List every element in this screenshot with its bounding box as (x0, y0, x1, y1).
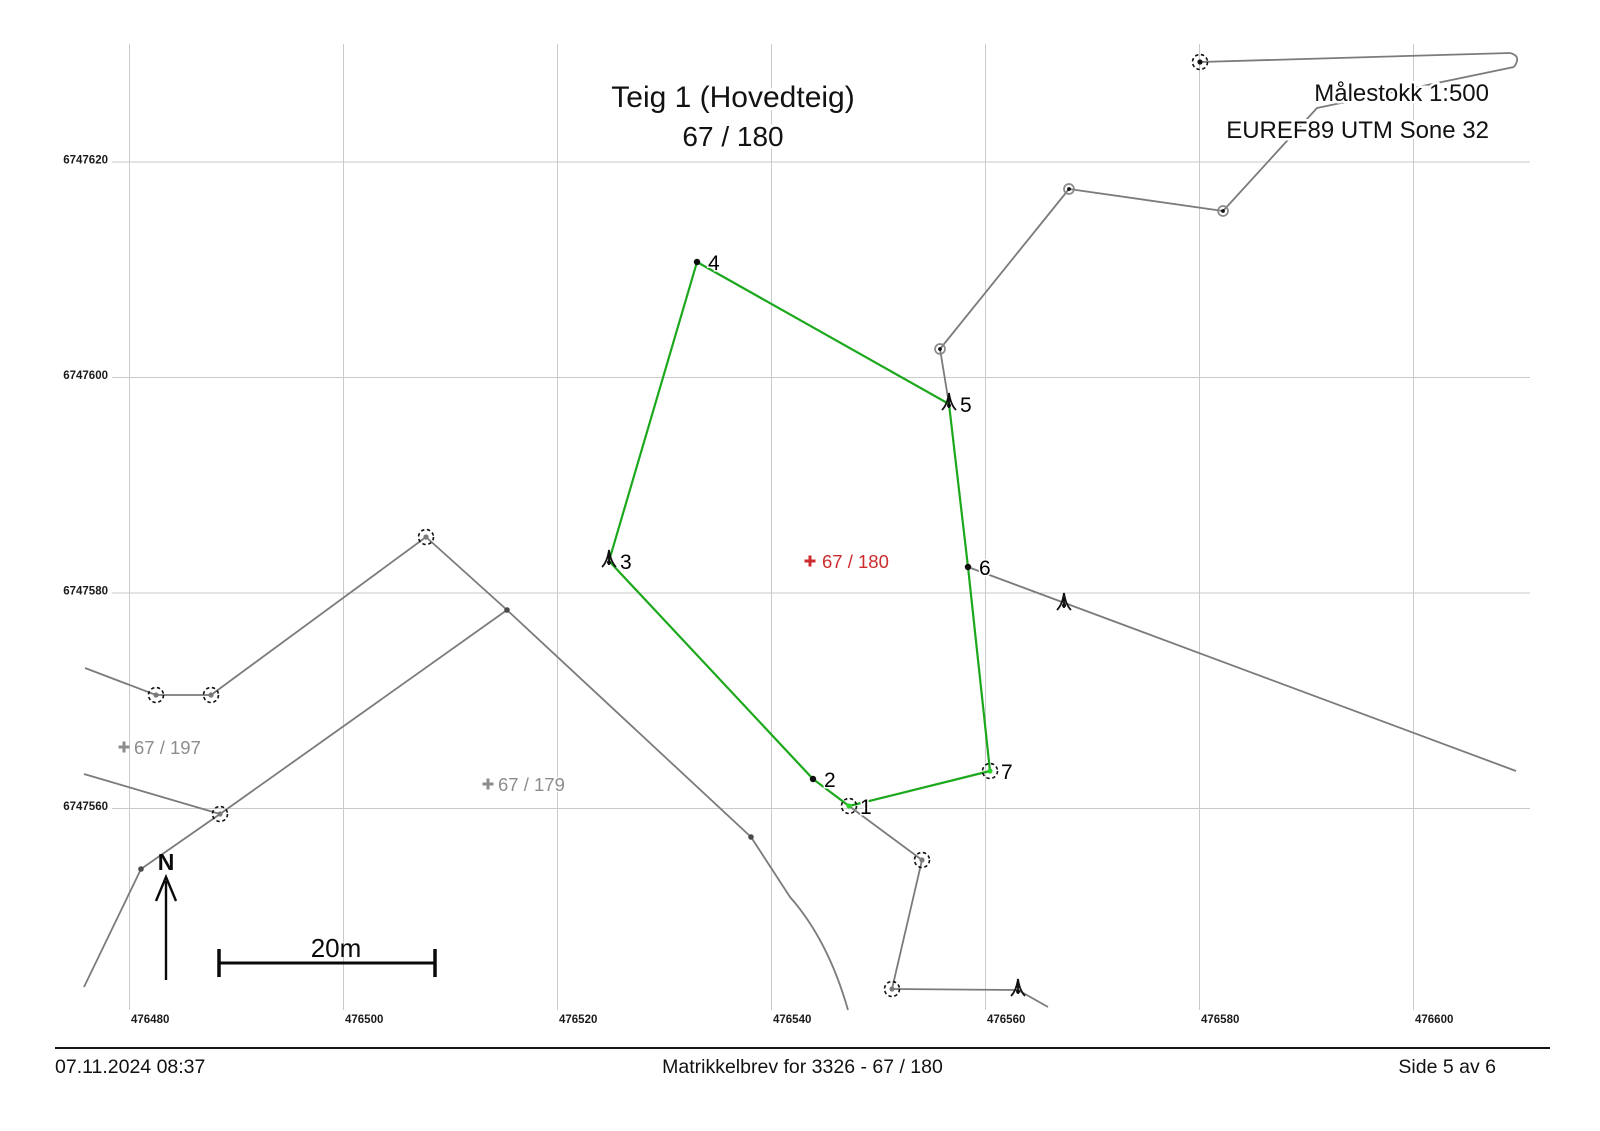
gray-ring-center-dot (1067, 187, 1071, 191)
dashed-ring-center-dot (919, 857, 925, 863)
survey-tower-symbol (941, 392, 957, 411)
footer-page-number: Side 5 av 6 (1398, 1056, 1496, 1078)
scale-bar: 20m (217, 933, 437, 977)
dashed-ring-point (147, 686, 165, 704)
boundary-dot (138, 866, 144, 872)
dashed-ring-center-dot (153, 692, 159, 698)
x-axis-label: 476560 (987, 1014, 1025, 1026)
dashed-ring-point (211, 805, 229, 823)
x-axis-label: 476600 (1415, 1014, 1453, 1026)
vertex-number-label: 1 (860, 796, 872, 819)
gray-ring-point (934, 343, 946, 355)
tower-base-dot (607, 560, 611, 565)
dashed-ring-center-dot (1197, 59, 1203, 65)
dashed-ring-point (883, 980, 901, 998)
dashed-ring-center-dot (889, 986, 895, 992)
north-arrow: N (154, 849, 178, 980)
dashed-ring-point (202, 686, 220, 704)
gray-ring-point (1217, 205, 1229, 217)
boundary-line (967, 566, 1517, 772)
parcel-id-label: 67 / 180 (822, 551, 889, 572)
neighbor-boundaries (83, 52, 1519, 1011)
map-scale-text: Målestokk 1:500 (1314, 80, 1489, 107)
y-axis-label: 6747580 (63, 586, 108, 598)
boundary-line (83, 609, 508, 815)
x-axis-label: 476480 (131, 1014, 169, 1026)
footer-date: 07.11.2024 08:37 (55, 1056, 206, 1078)
boundary-line (1509, 52, 1519, 68)
tower-base-dot (1062, 603, 1066, 608)
x-axis-label: 476540 (773, 1014, 811, 1026)
vertex-number-label: 5 (960, 394, 972, 417)
dashed-ring-center-dot (217, 811, 223, 817)
map-crs-text: EUREF89 UTM Sone 32 (1226, 117, 1489, 144)
dashed-ring-point (840, 797, 858, 815)
footer-title: Matrikkelbrev for 3326 - 67 / 180 (662, 1056, 943, 1078)
parcel-label-cross (804, 555, 816, 567)
gray-ring-center-dot (1221, 209, 1225, 213)
survey-tower-symbol (601, 549, 617, 568)
y-axis-label: 6747600 (63, 370, 108, 382)
boundary-dot (748, 834, 754, 840)
gray-ring-point (1063, 183, 1075, 195)
boundary-line (1199, 52, 1511, 63)
y-axis-label: 6747560 (63, 801, 108, 813)
x-axis-label: 476520 (559, 1014, 597, 1026)
parcel-label-cross (118, 741, 130, 753)
north-label: N (158, 849, 175, 875)
parcel-labels: 67 / 180 67 / 197 67 / 179 (133, 550, 890, 797)
tower-base-dot (1016, 989, 1020, 994)
parcel-label-cross (482, 778, 494, 790)
vertex-number-label: 7 (1001, 761, 1013, 784)
vertex-number-label: 2 (824, 769, 836, 792)
parcel-boundary (607, 260, 992, 808)
coordinate-grid: 476480 476500 476520 476540 476560 476580 4766… (63, 44, 1530, 1026)
boundary-dot (504, 607, 510, 613)
y-axis-label: 6747620 (63, 155, 108, 167)
survey-tower-symbol (1056, 592, 1072, 611)
x-axis-label: 476580 (1201, 1014, 1239, 1026)
dashed-ring-point (1191, 53, 1209, 71)
boundary-line (848, 805, 923, 990)
scale-bar-label: 20m (311, 933, 362, 963)
survey-tower-symbol (1010, 978, 1026, 997)
vertex-number-label: 4 (708, 252, 720, 275)
gray-ring-center-dot (938, 347, 942, 351)
parcel-vertex-dot (693, 258, 701, 266)
dashed-ring-point (913, 851, 931, 869)
map-title: Teig 1 (Hovedteig) (611, 81, 854, 114)
parcel-vertex-dot (809, 775, 817, 783)
boundary-line (84, 536, 849, 1011)
neighbor-parcel-label: 67 / 197 (134, 737, 201, 758)
vertex-number-label: 3 (620, 551, 632, 574)
dashed-ring-center-dot (423, 534, 429, 540)
x-axis-label: 476500 (345, 1014, 383, 1026)
dashed-ring-point (981, 762, 999, 780)
dashed-ring-point (417, 528, 435, 546)
dashed-ring-center-dot (987, 768, 993, 774)
vertex-number-label: 6 (979, 557, 991, 580)
tower-base-dot (947, 403, 951, 408)
boundary-line (891, 988, 1049, 1008)
parcel-vertex-dot (964, 563, 972, 571)
boundary-point-symbols: 1 2 3 4 5 6 7 (118, 53, 1229, 998)
dashed-ring-center-dot (208, 692, 214, 698)
map-subtitle: 67 / 180 (682, 121, 783, 152)
neighbor-parcel-label: 67 / 179 (498, 774, 565, 795)
north-arrow-head (154, 873, 178, 902)
page-footer: 07.11.2024 08:37 Matrikkelbrev for 3326 … (55, 1047, 1550, 1079)
dashed-ring-center-dot (846, 803, 852, 809)
boundary-line (83, 813, 221, 988)
boundary-line (939, 66, 1515, 405)
